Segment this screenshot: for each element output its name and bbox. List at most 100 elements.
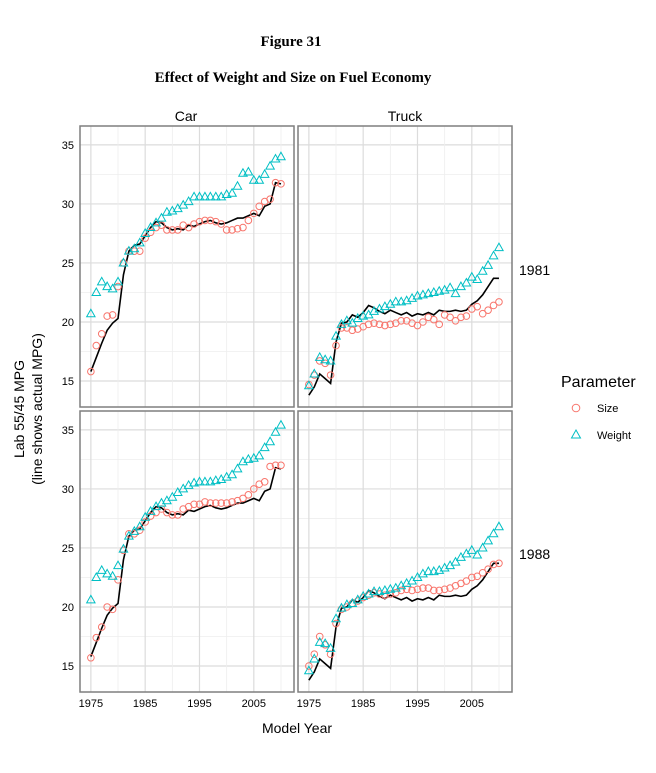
weight-point	[320, 354, 331, 364]
x-tick-label: 1985	[351, 698, 375, 710]
y-tick-label: 35	[62, 140, 74, 152]
size-point	[244, 491, 253, 499]
weight-point	[477, 265, 488, 275]
size-point	[370, 319, 378, 327]
size-point	[381, 321, 389, 330]
weight-point	[140, 227, 151, 237]
weight-point	[112, 276, 124, 286]
size-point	[332, 341, 340, 350]
size-point	[244, 216, 253, 225]
size-point	[495, 559, 503, 568]
weight-point	[118, 257, 129, 267]
y-tick-label: 35	[62, 425, 74, 437]
weight-point	[232, 180, 243, 190]
weight-point	[107, 570, 118, 580]
weight-point	[368, 586, 380, 596]
size-point	[310, 650, 319, 659]
size-point	[381, 591, 389, 599]
size-point	[173, 511, 182, 519]
weight-point	[423, 566, 434, 576]
chart-subtitle: Effect of Weight and Size on Fuel Econom…	[155, 70, 432, 86]
weight-point	[227, 469, 238, 479]
size-point	[435, 586, 444, 595]
size-point	[195, 217, 204, 226]
size-point	[92, 633, 101, 642]
y-tick-label: 15	[62, 661, 74, 673]
size-point	[228, 498, 236, 506]
size-point	[239, 223, 247, 232]
x-axis-label: Model Year	[262, 720, 332, 736]
size-point	[462, 577, 471, 585]
weight-point	[150, 217, 162, 227]
weight-point	[140, 511, 151, 521]
size-point	[271, 461, 280, 470]
size-point	[184, 223, 193, 232]
size-point	[97, 623, 106, 631]
size-point	[429, 586, 438, 595]
y-tick-label: 25	[62, 543, 74, 555]
y-axis-label: Lab 55/45 MPG	[11, 360, 27, 458]
weight-point	[488, 250, 499, 260]
actual-mpg-line	[90, 466, 282, 657]
size-point	[206, 216, 215, 225]
weight-point	[102, 281, 113, 291]
strip-label-car: Car	[175, 108, 198, 124]
weight-point	[194, 476, 205, 486]
actual-mpg-line	[90, 181, 282, 372]
x-tick-label: 1995	[187, 698, 211, 710]
weight-point	[314, 351, 325, 361]
size-point	[386, 590, 395, 598]
weight-point	[254, 450, 265, 460]
weight-point	[145, 505, 156, 515]
size-point	[222, 226, 231, 234]
size-point	[222, 499, 231, 507]
size-point	[419, 318, 427, 326]
size-point	[315, 632, 324, 641]
x-tick-label: 1995	[405, 698, 429, 710]
weight-point	[183, 196, 194, 206]
size-point	[446, 313, 454, 322]
weight-point	[91, 571, 102, 581]
weight-point	[96, 276, 107, 286]
size-point	[103, 312, 111, 320]
weight-point	[227, 187, 238, 197]
size-point	[364, 320, 373, 329]
weight-point	[325, 642, 336, 652]
weight-point	[477, 542, 488, 552]
size-point	[277, 461, 285, 470]
size-point	[87, 367, 95, 376]
y-tick-label: 20	[62, 317, 74, 329]
size-point	[468, 573, 476, 582]
weight-point	[134, 237, 145, 247]
size-point	[266, 462, 274, 471]
weight-point	[493, 521, 505, 531]
weight-point	[248, 174, 259, 184]
size-point	[228, 226, 236, 234]
size-point	[239, 494, 247, 503]
weight-point	[472, 549, 483, 559]
weight-point	[325, 355, 336, 365]
weight-point	[461, 277, 472, 287]
weight-point	[275, 419, 287, 429]
x-tick-label: 1975	[297, 698, 321, 710]
weight-point	[123, 530, 134, 540]
legend-size-marker	[571, 403, 581, 413]
size-point	[87, 653, 95, 662]
panel-truck-1981	[297, 125, 513, 408]
weight-point	[129, 243, 140, 253]
weight-point	[134, 521, 145, 531]
weight-point	[199, 191, 210, 201]
size-point	[173, 226, 182, 234]
weight-point	[167, 491, 178, 501]
weight-point	[275, 151, 287, 161]
size-point	[495, 298, 503, 306]
size-point	[250, 485, 258, 493]
size-point	[462, 312, 471, 320]
weight-point	[466, 271, 477, 281]
panel-border	[297, 125, 513, 408]
size-point	[326, 371, 335, 379]
row-label-1988: 1988	[519, 546, 550, 562]
size-point	[435, 320, 444, 329]
panel-border	[79, 125, 295, 408]
